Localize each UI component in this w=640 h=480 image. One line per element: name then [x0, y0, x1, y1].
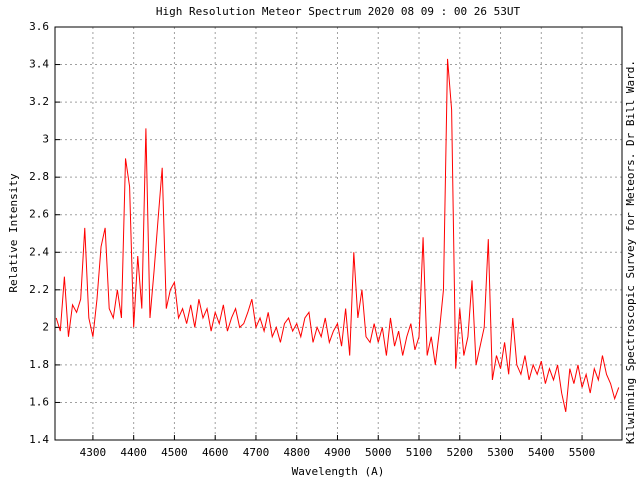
y-tick-label: 2.4 — [29, 245, 49, 258]
x-tick-label: 4400 — [120, 446, 147, 459]
y-tick-label: 2.8 — [29, 170, 49, 183]
y-tick-label: 2.6 — [29, 208, 49, 221]
chart-title: High Resolution Meteor Spectrum 2020 08 … — [156, 5, 521, 18]
y-tick-label: 2.2 — [29, 283, 49, 296]
spectrum-line — [55, 58, 620, 412]
x-tick-label: 4700 — [243, 446, 270, 459]
x-tick-label: 4500 — [161, 446, 188, 459]
y-axis-label: Relative Intensity — [7, 173, 20, 293]
x-tick-label: 5100 — [406, 446, 433, 459]
x-tick-label: 5000 — [365, 446, 392, 459]
y-tick-label: 1.8 — [29, 358, 49, 371]
x-tick-label: 4800 — [283, 446, 310, 459]
plot-frame — [54, 26, 623, 441]
x-tick-label: 5300 — [487, 446, 514, 459]
x-tick-label: 5500 — [569, 446, 596, 459]
x-tick-label: 5400 — [528, 446, 555, 459]
x-tick-label: 4900 — [324, 446, 351, 459]
y-tick-label: 3.2 — [29, 95, 49, 108]
y-tick-label: 1.6 — [29, 395, 49, 408]
y-tick-label: 3.6 — [29, 20, 49, 33]
y-tick-label: 3.4 — [29, 58, 49, 71]
y-tick-label: 3 — [42, 133, 49, 146]
x-axis-label: Wavelength (A) — [292, 465, 385, 478]
annotation: Kilwinning Spectroscopic Survey for Mete… — [624, 60, 637, 444]
x-tick-label: 4300 — [80, 446, 107, 459]
x-tick-label: 4600 — [202, 446, 229, 459]
y-tick-label: 1.4 — [29, 433, 49, 446]
y-tick-label: 2 — [42, 320, 49, 333]
x-tick-label: 5200 — [447, 446, 474, 459]
